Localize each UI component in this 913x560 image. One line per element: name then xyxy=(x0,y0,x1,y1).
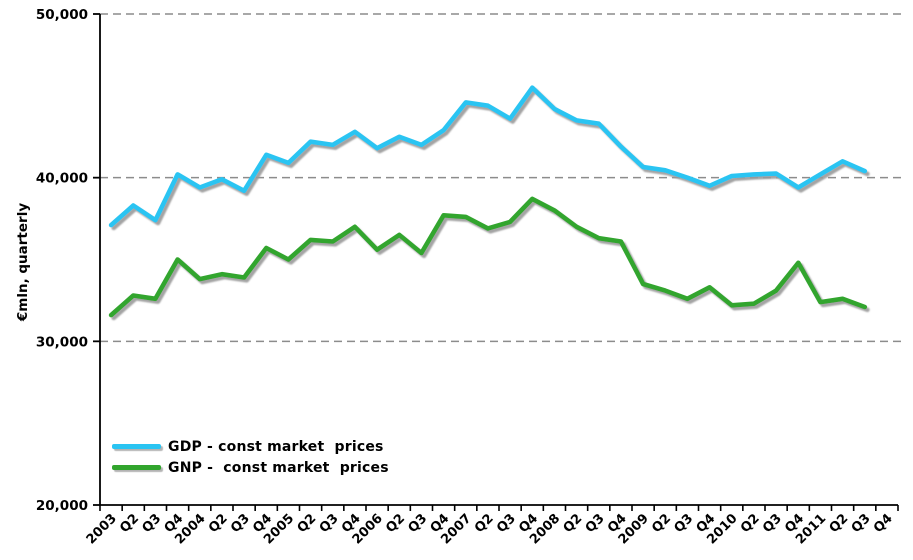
x-tick-label: Q4 xyxy=(871,511,896,536)
legend-item-gnp: GNP - const market prices xyxy=(112,457,389,478)
x-tick-label: Q3 xyxy=(139,511,164,536)
x-tick-label: Q2 xyxy=(827,511,852,536)
gdp-line-swatch xyxy=(112,444,161,449)
legend-label-gnp: GNP - const market prices xyxy=(168,459,389,476)
x-tick-label: Q2 xyxy=(117,511,142,536)
legend: GDP - const market prices GNP - const ma… xyxy=(112,436,389,478)
legend-label-gdp: GDP - const market prices xyxy=(168,438,384,455)
x-tick-label: Q3 xyxy=(671,511,696,536)
x-tick-label: Q2 xyxy=(383,511,408,536)
gnp-line-swatch xyxy=(112,465,161,470)
x-tick-label: Q2 xyxy=(649,511,674,536)
x-tick-label: Q2 xyxy=(206,511,231,536)
x-tick-label: Q2 xyxy=(295,511,320,536)
y-axis-title: €mln, quarterly xyxy=(15,202,31,322)
y-tick-label: 40,000 xyxy=(36,171,88,187)
x-tick-label: Q3 xyxy=(494,511,519,536)
x-tick-label: Q3 xyxy=(760,511,785,536)
x-tick-label: Q3 xyxy=(228,511,253,536)
x-tick-label: Q3 xyxy=(317,511,342,536)
y-tick-label: 30,000 xyxy=(36,334,88,350)
gnp-line xyxy=(108,196,868,318)
x-tick-label: Q3 xyxy=(849,511,874,536)
x-tick-label: Q3 xyxy=(405,511,430,536)
gdp-line xyxy=(108,85,868,228)
legend-item-gdp: GDP - const market prices xyxy=(112,436,389,457)
x-tick-label: 2003 xyxy=(84,511,120,547)
x-tick-label: Q3 xyxy=(583,511,608,536)
x-tick-label: Q2 xyxy=(561,511,586,536)
x-tick-label: Q2 xyxy=(738,511,763,536)
y-tick-label: 20,000 xyxy=(36,498,88,514)
x-tick-label: Q2 xyxy=(472,511,497,536)
y-tick-label: 50,000 xyxy=(36,7,88,23)
